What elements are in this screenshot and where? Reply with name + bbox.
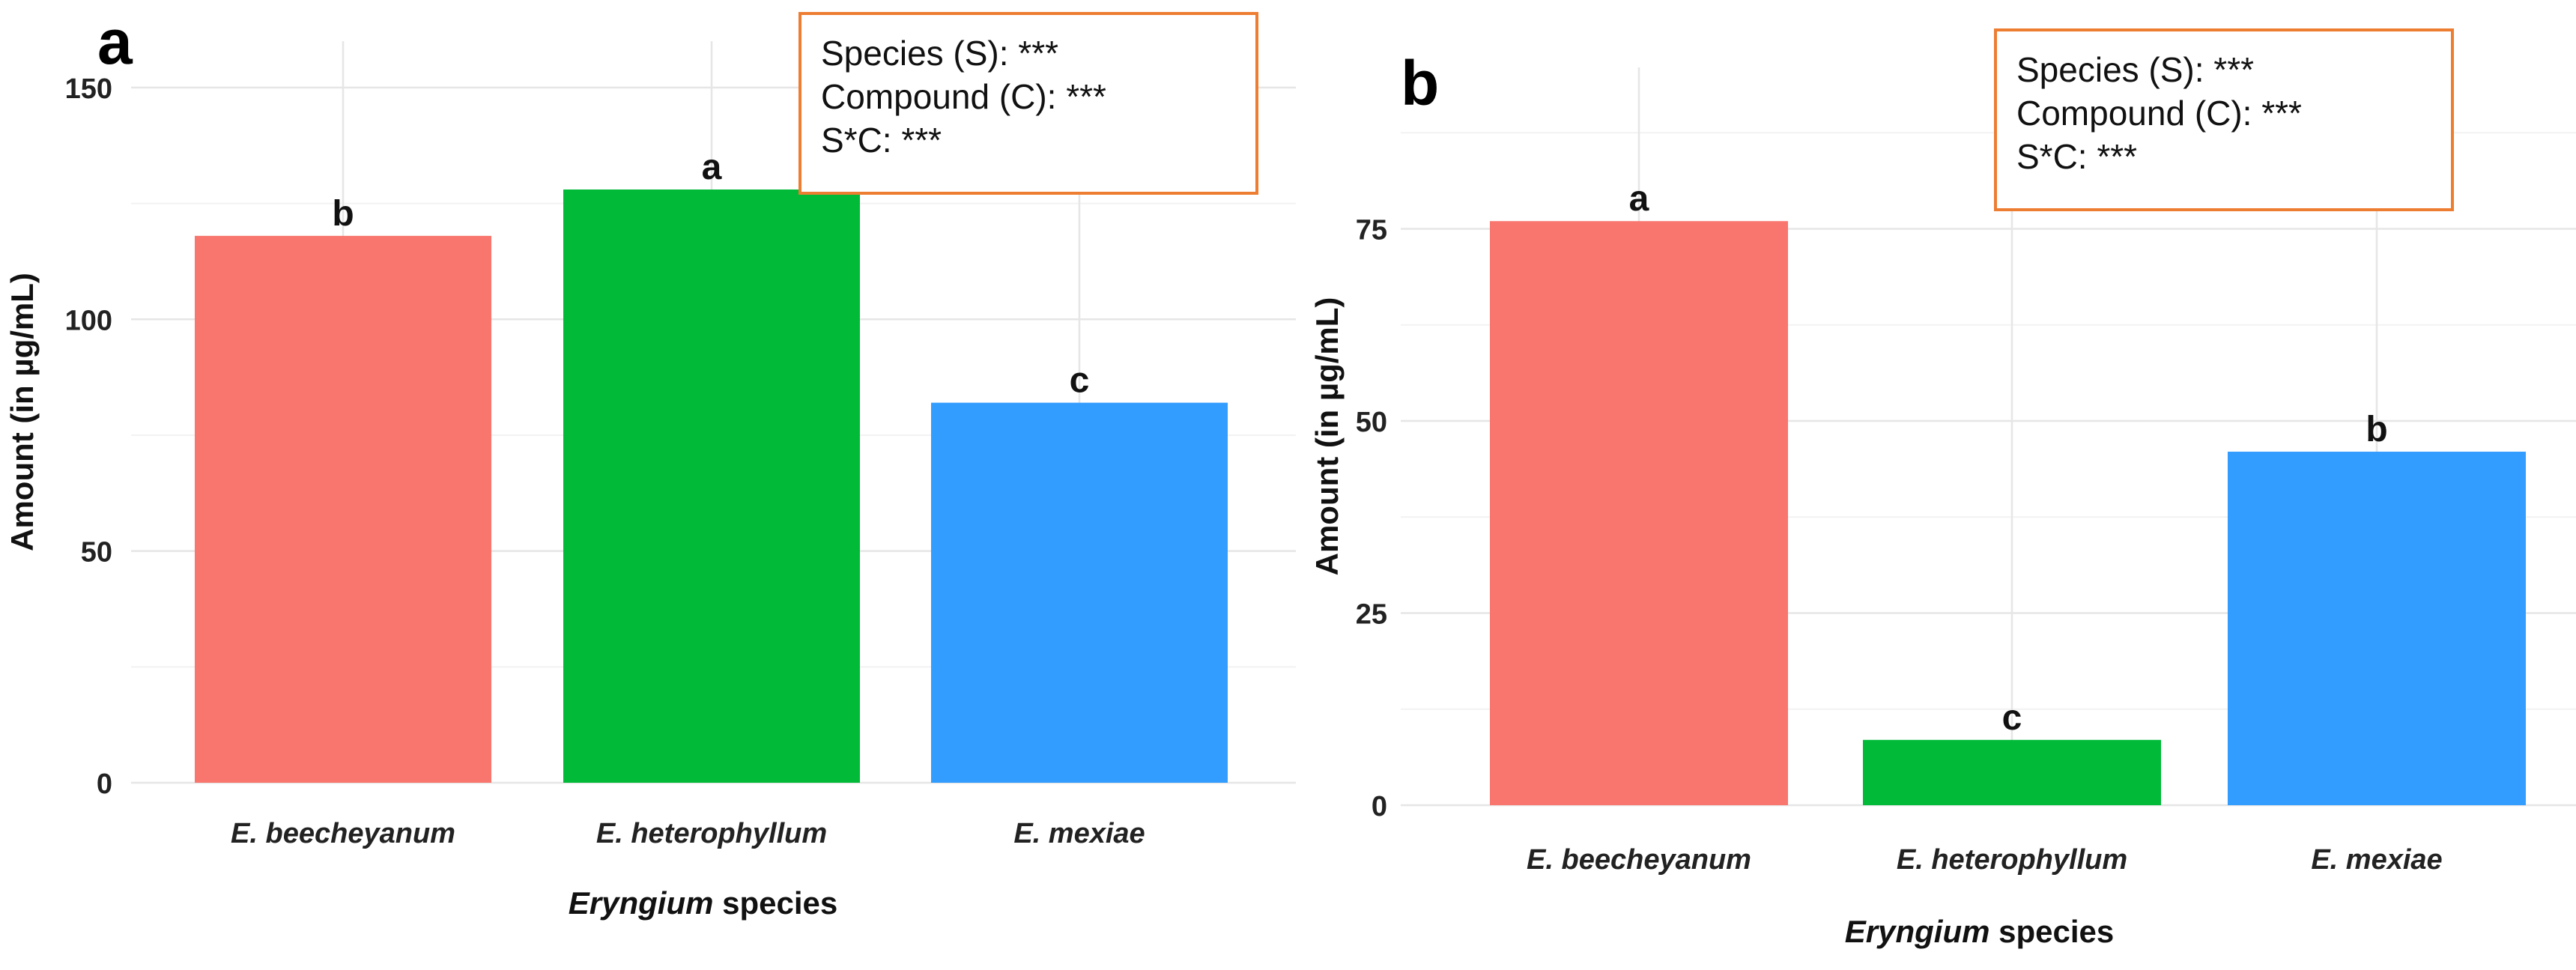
y-tick-label-a: 50 bbox=[81, 537, 112, 569]
y-tick-label-a: 100 bbox=[65, 305, 112, 336]
panel-a: 0 50 100 150 b E. beecheyanum a E. heterophyllu… bbox=[4, 7, 1296, 921]
stats-species-b: Species (S): *** bbox=[2016, 50, 2255, 89]
stats-legend-b: Species (S): *** Compound (C): *** S*C: … bbox=[1994, 28, 2454, 211]
bar-a-2 bbox=[563, 190, 860, 783]
significance-letter-a-3: c bbox=[1070, 361, 1090, 401]
stats-interaction-a: S*C: *** bbox=[821, 121, 942, 160]
x-tick-label-b-1: E. beecheyanum bbox=[1527, 844, 1751, 876]
significance-letter-a-1: b bbox=[332, 194, 354, 234]
x-tick-label-a-3: E. mexiae bbox=[1013, 818, 1145, 849]
significance-letter-b-3: b bbox=[2366, 410, 2387, 449]
x-tick-label-a-1: E. beecheyanum bbox=[231, 818, 455, 849]
stats-legend-a: Species (S): *** Compound (C): *** S*C: … bbox=[798, 12, 1258, 195]
y-tick-label-b: 0 bbox=[1372, 791, 1387, 822]
x-axis-label-genus-a: Eryngium bbox=[569, 885, 714, 921]
y-tick-label-b: 25 bbox=[1356, 598, 1387, 630]
bar-b-2 bbox=[1863, 739, 2161, 805]
bar-a-1 bbox=[195, 235, 491, 783]
x-axis-label-suffix-a: species bbox=[713, 885, 837, 921]
bar-b-3 bbox=[2228, 452, 2526, 805]
x-tick-label-b-2: E. heterophyllum bbox=[1897, 844, 2127, 876]
x-axis-label-genus-b: Eryngium bbox=[1845, 914, 1990, 949]
panel-b: 0 25 50 75 a E. beecheyanum c E. heterophyllum b… bbox=[1309, 48, 2576, 949]
significance-letter-b-1: a bbox=[1629, 179, 1649, 219]
y-tick-label-a: 0 bbox=[97, 769, 112, 800]
x-axis-label-a: Eryngium species bbox=[569, 885, 838, 921]
y-axis-label-b: Amount (in µg/mL) bbox=[1309, 297, 1345, 576]
x-tick-label-b-3: E. mexiae bbox=[2311, 844, 2442, 876]
stats-species-a: Species (S): *** bbox=[821, 34, 1059, 73]
panel-label-b: b bbox=[1401, 48, 1439, 118]
y-axis-label-a: Amount (in µg/mL) bbox=[4, 273, 40, 551]
y-tick-label-a: 150 bbox=[65, 73, 112, 105]
significance-letter-b-2: c bbox=[2002, 698, 2022, 738]
y-tick-label-b: 50 bbox=[1356, 407, 1387, 438]
panel-label-a: a bbox=[97, 7, 133, 77]
bar-a-3 bbox=[931, 402, 1228, 783]
x-axis-label-suffix-b: species bbox=[1989, 914, 2114, 949]
bar-b-1 bbox=[1490, 221, 1788, 805]
stats-compound-a: Compound (C): *** bbox=[821, 77, 1106, 116]
stats-interaction-b: S*C: *** bbox=[2016, 137, 2138, 176]
stats-compound-b: Compound (C): *** bbox=[2016, 94, 2302, 133]
y-tick-label-b: 75 bbox=[1356, 214, 1387, 246]
x-axis-label-b: Eryngium species bbox=[1845, 914, 2115, 949]
x-tick-label-a-2: E. heterophyllum bbox=[596, 818, 827, 849]
significance-letter-a-2: a bbox=[702, 148, 722, 187]
